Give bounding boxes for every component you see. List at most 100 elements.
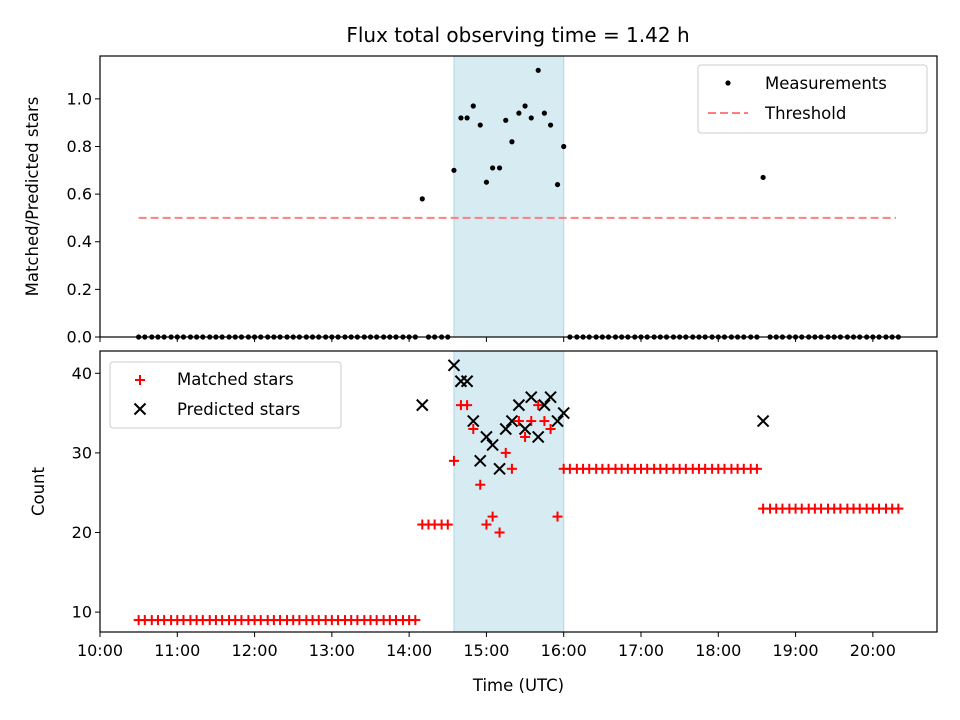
predicted-star-marker [756,414,770,428]
matched-star-marker [526,416,537,427]
predicted-star-marker [474,454,487,468]
chart-title: Flux total observing time = 1.42 h [346,23,689,47]
measurement-point [503,117,509,123]
legend-predicted-label: Predicted stars [177,400,300,419]
measurement-point [547,122,554,128]
x-tick-label: 16:00 [541,641,587,660]
y-tick-label: 0.6 [67,185,92,204]
x-tick-label: 12:00 [232,641,278,660]
matched-star-marker [494,527,505,538]
measurement-point [451,167,457,173]
predicted-star-marker [532,430,545,444]
measurement-point [490,165,496,171]
predicted-star-marker [512,398,526,412]
legend-measurements-label: Measurements [765,74,887,93]
matched-star-marker [506,463,517,474]
matched-star-marker [442,519,453,530]
matched-star-marker [500,447,511,458]
matched-star-marker [552,511,563,522]
measurement-point [535,67,541,73]
measurement-point [516,110,522,116]
legend-threshold-label: Threshold [764,104,846,123]
measurement-point [419,196,425,202]
measurement-point [458,115,464,121]
matched-star-marker [448,455,459,466]
predicted-star-marker [467,414,480,428]
predicted-star-marker [538,398,551,412]
x-tick-label: 10:00 [77,641,123,660]
predicted-star-marker [557,406,570,420]
legend-box [697,64,928,134]
predicted-star-marker [505,414,519,428]
measurement-point [464,115,470,121]
predicted-star-marker [493,462,506,476]
legend-predicted-marker [133,402,147,416]
count-panel: 10 20 30 40 10:00 11:00 12:00 13:00 14:00 15:00 1… [29,350,938,695]
predicted-star-marker [416,398,429,412]
predicted-star-marker [518,422,532,436]
x-tick-label: 18:00 [695,641,741,660]
legend-matched-marker [135,375,145,385]
predicted-star-marker [460,375,474,388]
measurement-point [760,174,766,181]
matched-star-marker [468,424,479,435]
measurement-point [522,103,528,109]
matched-star-marker [487,511,498,522]
predicted-star-marker [544,390,557,404]
y-tick-label: 0.4 [67,232,92,251]
y-tick-label: 30 [72,443,92,462]
predicted-star-marker [486,438,499,452]
ratio-panel-frame [99,55,938,338]
ratio-y-axis-label: Matched/Predicted stars [23,97,42,297]
observing-window-shade-count [453,350,565,633]
count-legend: Matched stars Predicted stars [109,361,342,429]
measurement-point [541,110,547,116]
matched-star-marker [481,519,492,530]
measurement-point [470,103,476,109]
y-tick-label: 0.2 [67,280,92,299]
measurement-point [496,165,503,171]
matched-star-marker [462,400,473,411]
y-tick-label: 10 [72,603,92,622]
y-tick-label: 0.8 [67,137,92,156]
x-tick-label: 15:00 [463,641,509,660]
matched-star-marker [513,416,524,427]
matched-star-marker [751,463,762,474]
x-tick-label: 17:00 [618,641,664,660]
measurement-point [483,179,490,185]
matched-star-marker [410,615,421,626]
x-tick-label: 14:00 [386,641,432,660]
predicted-star-marker [499,422,512,436]
ratio-panel: 0.0 0.2 0.4 0.6 0.8 1.0 Matched/Predicted sta… [23,55,938,347]
predicted-star-marker [447,359,461,372]
predicted-star-marker [480,430,493,444]
x-tick-label: 20:00 [850,641,896,660]
legend-box [109,361,342,429]
x-tick-label: 19:00 [773,641,819,660]
matched-star-marker [539,416,550,427]
time-x-axis-label: Time (UTC) [472,676,564,695]
y-tick-label: 40 [72,364,92,383]
y-tick-label: 1.0 [67,89,92,108]
predicted-star-marker [551,414,564,428]
measurement-point [561,143,567,150]
measurement-point [528,115,534,121]
count-y-axis-label: Count [29,466,48,516]
count-panel-frame [99,350,938,633]
predicted-star-marker [525,390,538,404]
x-tick-label: 11:00 [154,641,200,660]
matched-star-marker [893,503,904,514]
x-tick-label: 13:00 [309,641,355,660]
measurement-point [477,122,483,128]
measurement-point [554,181,561,188]
legend-matched-label: Matched stars [177,370,294,389]
matched-star-marker [475,479,486,490]
observing-window-shade [453,55,565,338]
legend-measurement-marker [725,80,731,86]
y-tick-label: 0.0 [67,328,92,347]
measurement-point [509,139,515,145]
y-tick-label: 20 [72,523,92,542]
matched-star-marker [533,400,544,411]
matched-star-marker [520,431,531,442]
